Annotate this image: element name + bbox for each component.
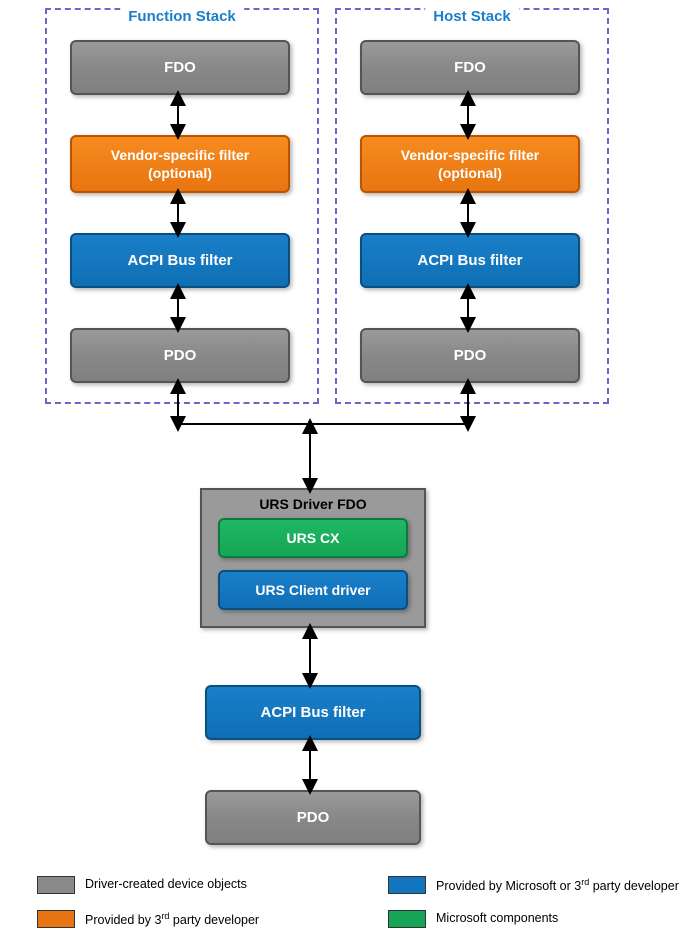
block-label-fdo_right: FDO [454, 58, 486, 78]
block-label-urs_client: URS Client driver [255, 581, 370, 599]
block-label-pdo_right: PDO [454, 346, 487, 366]
block-fdo_right: FDO [360, 40, 580, 95]
legend-label-0: Driver-created device objects [85, 877, 247, 891]
legend-label-3: Microsoft components [436, 911, 558, 925]
block-acpi_bottom: ACPI Bus filter [205, 685, 421, 740]
block-pdo_bottom: PDO [205, 790, 421, 845]
legend-swatch-0 [37, 876, 75, 894]
block-label-fdo_left: FDO [164, 58, 196, 78]
block-acpi_right: ACPI Bus filter [360, 233, 580, 288]
block-vsf_left: Vendor-specific filter(optional) [70, 135, 290, 193]
legend-swatch-2 [388, 876, 426, 894]
block-label-acpi_left: ACPI Bus filter [127, 251, 232, 271]
block-label-vsf_right: Vendor-specific filter(optional) [401, 146, 539, 182]
block-urs_client: URS Client driver [218, 570, 408, 610]
block-vsf_right: Vendor-specific filter(optional) [360, 135, 580, 193]
block-label-acpi_right: ACPI Bus filter [417, 251, 522, 271]
block-acpi_left: ACPI Bus filter [70, 233, 290, 288]
block-label-vsf_left: Vendor-specific filter(optional) [111, 146, 249, 182]
block-fdo_left: FDO [70, 40, 290, 95]
block-label-pdo_left: PDO [164, 346, 197, 366]
block-urs_cx: URS CX [218, 518, 408, 558]
block-pdo_right: PDO [360, 328, 580, 383]
legend-swatch-3 [388, 910, 426, 928]
block-label-pdo_bottom: PDO [297, 808, 330, 828]
legend-swatch-1 [37, 910, 75, 928]
urs-container-title: URS Driver FDO [202, 490, 424, 516]
block-label-acpi_bottom: ACPI Bus filter [260, 703, 365, 723]
legend-label-1: Provided by 3rd party developer [85, 911, 259, 927]
stack-title-host: Host Stack [425, 8, 519, 25]
block-label-urs_cx: URS CX [287, 529, 340, 547]
block-pdo_left: PDO [70, 328, 290, 383]
stack-title-function: Function Stack [120, 8, 244, 25]
legend-label-2: Provided by Microsoft or 3rd party devel… [436, 877, 679, 893]
